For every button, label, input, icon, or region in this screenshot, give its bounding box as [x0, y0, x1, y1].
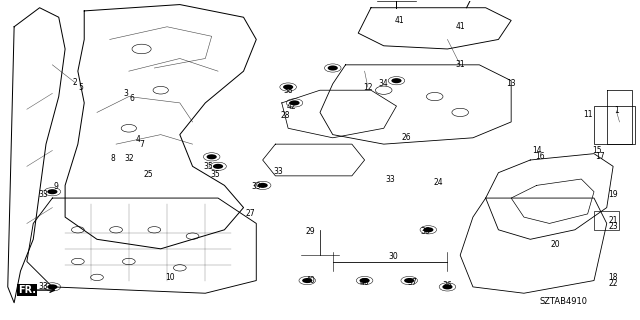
Text: 33: 33 [38, 282, 48, 292]
Circle shape [47, 284, 58, 289]
Text: 8: 8 [111, 154, 115, 163]
Text: 33: 33 [385, 174, 395, 184]
Text: 37: 37 [408, 278, 417, 287]
Text: 15: 15 [593, 146, 602, 155]
Circle shape [442, 284, 452, 289]
Text: 33: 33 [274, 167, 284, 176]
Text: 19: 19 [608, 190, 618, 199]
Text: 35: 35 [204, 162, 213, 171]
Circle shape [392, 78, 401, 83]
Bar [594, 106, 636, 144]
Circle shape [423, 227, 433, 232]
Text: 12: 12 [363, 83, 372, 92]
Text: 32: 32 [124, 154, 134, 163]
Text: 10: 10 [166, 273, 175, 282]
Text: 36: 36 [420, 227, 430, 236]
Text: SZTAB4910: SZTAB4910 [540, 297, 588, 306]
FancyArrowPatch shape [36, 288, 54, 292]
Bar [594, 211, 620, 230]
Text: 9: 9 [53, 182, 58, 191]
Text: 1: 1 [614, 106, 619, 115]
Text: 39: 39 [252, 182, 261, 191]
Circle shape [257, 183, 268, 188]
Circle shape [207, 154, 217, 159]
Circle shape [328, 66, 338, 70]
Text: 24: 24 [433, 178, 443, 187]
Text: 38: 38 [284, 86, 293, 95]
Text: 30: 30 [388, 252, 398, 261]
Circle shape [302, 278, 312, 283]
Text: 41: 41 [456, 22, 465, 31]
Text: 25: 25 [143, 170, 153, 179]
Text: 35: 35 [210, 170, 220, 179]
Text: 27: 27 [245, 209, 255, 219]
Text: 34: 34 [379, 79, 388, 88]
Text: 40: 40 [305, 276, 316, 285]
Circle shape [289, 100, 300, 105]
Circle shape [404, 278, 414, 283]
Text: 28: 28 [280, 111, 290, 120]
Text: 40: 40 [360, 278, 369, 287]
Circle shape [213, 164, 223, 169]
Text: 7: 7 [139, 140, 144, 148]
Text: 31: 31 [456, 60, 465, 69]
Text: 22: 22 [609, 279, 618, 288]
Text: 26: 26 [401, 133, 411, 142]
Text: 23: 23 [608, 222, 618, 231]
Text: 5: 5 [79, 83, 83, 92]
Text: 17: 17 [596, 152, 605, 161]
Circle shape [360, 278, 370, 283]
Text: 36: 36 [443, 281, 452, 290]
Text: 21: 21 [609, 216, 618, 225]
Text: 4: 4 [136, 135, 141, 144]
Text: 2: 2 [72, 78, 77, 87]
Text: FR.: FR. [18, 285, 36, 295]
Text: 33: 33 [38, 190, 48, 199]
Text: 41: 41 [395, 16, 404, 25]
Circle shape [47, 189, 58, 194]
Text: 13: 13 [506, 79, 516, 88]
Text: 11: 11 [583, 109, 593, 118]
Text: 18: 18 [609, 273, 618, 282]
Text: 14: 14 [532, 146, 541, 155]
Text: 42: 42 [287, 101, 296, 111]
Text: 20: 20 [551, 240, 561, 249]
Circle shape [283, 84, 293, 90]
Text: 3: 3 [124, 89, 128, 98]
Text: 16: 16 [535, 152, 545, 161]
Text: 6: 6 [129, 94, 134, 103]
Text: 29: 29 [306, 227, 316, 236]
